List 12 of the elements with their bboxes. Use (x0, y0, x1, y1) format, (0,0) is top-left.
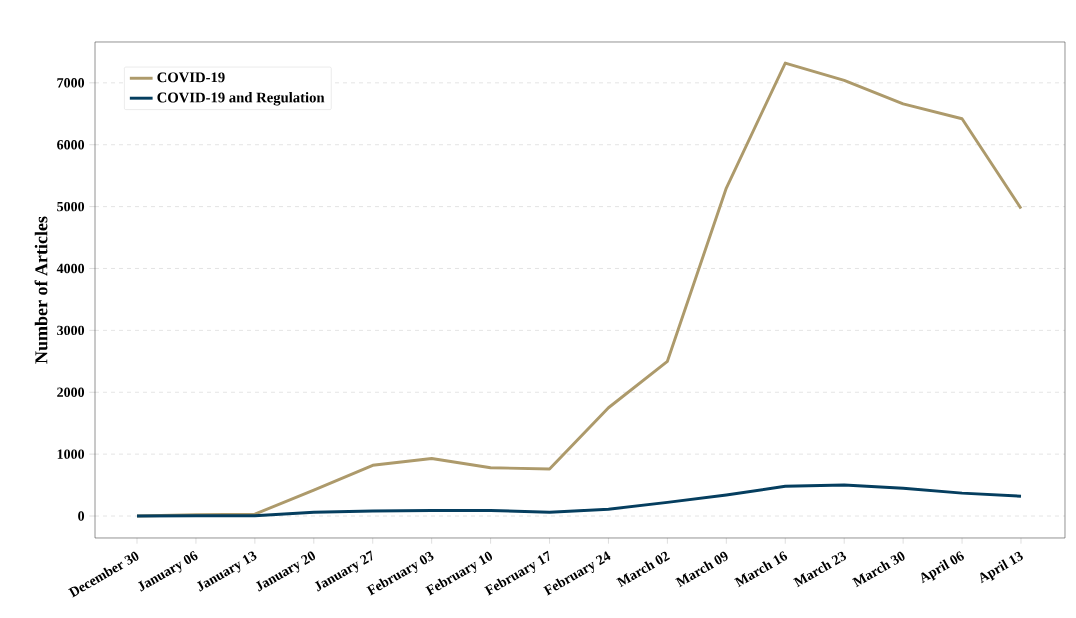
y-tick-label: 2000 (57, 387, 85, 397)
legend-label: COVID-19 (157, 72, 225, 83)
y-tick-label: 0 (78, 511, 85, 521)
y-axis-title: Number of Articles (34, 216, 48, 364)
y-tick-label: 5000 (57, 201, 85, 212)
y-tick-label: 7000 (57, 78, 85, 88)
legend-label: COVID-19 and Regulation (157, 92, 325, 106)
y-tick-label: 1000 (57, 449, 85, 459)
y-tick-label: 4000 (56, 263, 85, 274)
y-tick-label: 6000 (57, 140, 85, 150)
line-series (135, 483, 1023, 518)
y-tick-label: 3000 (57, 325, 85, 336)
